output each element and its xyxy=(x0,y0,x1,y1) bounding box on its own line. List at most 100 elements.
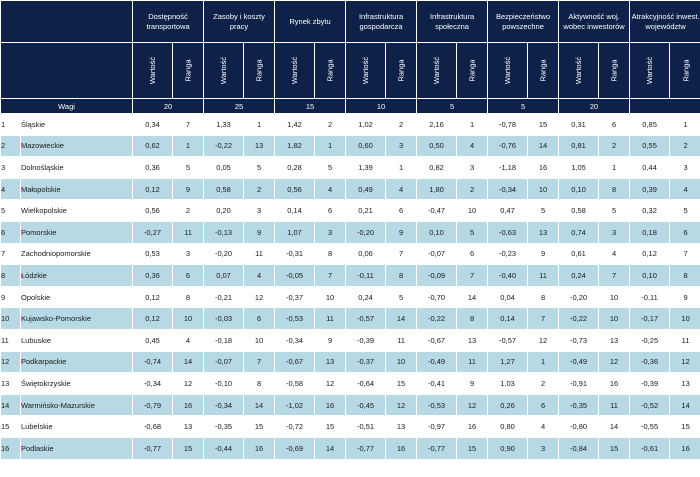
table-row: 12 Podkarpackie -0,74 14 -0,07 7 -0,67 13 -0,37 1… xyxy=(0,350,700,374)
value-cell: -0,13 xyxy=(203,220,245,244)
row-number: 13 xyxy=(0,372,21,395)
category-header: Infrastruktura społeczna xyxy=(416,0,489,43)
rank-cell: 10 xyxy=(171,307,205,330)
rank-cell: 9 xyxy=(456,372,489,395)
value-cell: 0,50 xyxy=(416,134,458,158)
rank-cell: 1 xyxy=(385,156,418,179)
weight-value: 15 xyxy=(274,98,347,114)
value-cell: -0,51 xyxy=(345,415,387,438)
value-cell: -0,11 xyxy=(629,285,671,309)
rank-cell: 5 xyxy=(669,199,700,222)
rank-cell: 11 xyxy=(243,242,276,266)
value-cell: 0,36 xyxy=(132,264,173,287)
rank-cell: 2 xyxy=(598,134,631,158)
rank-cell: 14 xyxy=(598,415,631,438)
value-cell: 1,33 xyxy=(203,113,245,136)
voivodeship-name: Kujawsko-Pomorskie xyxy=(20,307,133,330)
rank-cell: 4 xyxy=(385,177,418,201)
rank-cell: 13 xyxy=(456,328,489,352)
value-cell: 0,10 xyxy=(416,220,458,244)
value-cell: 2,16 xyxy=(416,113,458,136)
rank-cell: 7 xyxy=(598,264,631,287)
value-cell: -0,34 xyxy=(203,393,245,417)
value-cell: 0,81 xyxy=(558,134,600,158)
value-cell: 1,02 xyxy=(345,113,387,136)
value-label: Wartość xyxy=(645,56,655,85)
rank-cell: 5 xyxy=(527,199,560,222)
rank-cell: 6 xyxy=(243,307,276,330)
value-cell: -0,20 xyxy=(558,285,600,309)
rank-cell: 14 xyxy=(456,285,489,309)
value-cell: 0,10 xyxy=(558,177,600,201)
value-cell: -0,22 xyxy=(416,307,458,330)
voivodeship-name: Lubuskie xyxy=(20,328,133,352)
voivodeship-name: Dolnośląskie xyxy=(20,156,133,179)
value-cell: -0,79 xyxy=(132,393,173,417)
rank-cell: 14 xyxy=(527,134,560,158)
value-cell: 0,90 xyxy=(487,436,529,460)
value-cell: 1,07 xyxy=(274,220,316,244)
rank-cell: 5 xyxy=(314,156,347,179)
value-cell: -0,49 xyxy=(558,350,600,374)
rank-label: Ranga xyxy=(183,59,193,82)
rank-cell: 4 xyxy=(527,415,560,438)
table-row: 9 Opolskie 0,12 8 -0,21 12 -0,37 10 0,24 5 -0,70 14… xyxy=(0,285,700,309)
value-cell: -0,52 xyxy=(629,393,671,417)
rank-cell: 10 xyxy=(527,177,560,201)
value-label: Wartość xyxy=(147,56,157,85)
row-number: 14 xyxy=(0,393,21,417)
value-cell: -0,57 xyxy=(487,328,529,352)
rank-cell: 1 xyxy=(527,350,560,374)
value-cell: 1,39 xyxy=(345,156,387,179)
rank-subheader: Ranga xyxy=(598,42,631,99)
value-subheader: Wartość xyxy=(274,42,316,99)
rank-cell: 4 xyxy=(314,177,347,201)
value-cell: 0,12 xyxy=(629,242,671,266)
rank-cell: 14 xyxy=(669,393,700,417)
category-header: Rynek zbytu xyxy=(274,0,347,43)
table-row: 1 Śląskie 0,34 7 1,33 1 1,42 2 1,02 2 2,16 1 -0,78 15… xyxy=(0,113,700,136)
value-label: Wartość xyxy=(432,56,442,85)
value-cell: -0,34 xyxy=(132,372,173,395)
voivodeship-name: Lubelskie xyxy=(20,415,133,438)
value-cell: -0,34 xyxy=(487,177,529,201)
rank-cell: 6 xyxy=(385,199,418,222)
rank-cell: 9 xyxy=(527,242,560,266)
value-subheader: Wartość xyxy=(487,42,529,99)
value-cell: 1,82 xyxy=(274,134,316,158)
table-row: 14 Warmińsko-Mazurskie -0,79 16 -0,34 14 -1,02… xyxy=(0,393,700,417)
value-cell: 0,44 xyxy=(629,156,671,179)
value-cell: -0,07 xyxy=(203,350,245,374)
rank-cell: 7 xyxy=(456,264,489,287)
value-cell: -1,02 xyxy=(274,393,316,417)
value-cell: -0,53 xyxy=(274,307,316,330)
category-header: Dostępność transportowa xyxy=(131,0,205,43)
rank-cell: 10 xyxy=(385,350,418,374)
row-number: 1 xyxy=(0,113,21,136)
value-cell: -0,37 xyxy=(274,285,316,309)
rank-subheader: Ranga xyxy=(314,42,347,99)
value-cell: -0,80 xyxy=(558,415,600,438)
table-row: 7 Zachodniopomorskie 0,53 3 -0,20 11 -0,31 8 0,0… xyxy=(0,242,700,266)
rank-cell: 7 xyxy=(669,242,700,266)
rank-cell: 12 xyxy=(314,372,347,395)
rank-cell: 4 xyxy=(669,177,700,201)
value-cell: 0,56 xyxy=(274,177,316,201)
weight-value: 5 xyxy=(416,98,489,114)
value-cell: -0,78 xyxy=(487,113,529,136)
value-cell: -0,53 xyxy=(416,393,458,417)
table-row: 13 Świętokrzyskie -0,34 12 -0,10 8 -0,58 12 -0,6… xyxy=(0,372,700,395)
rank-cell: 8 xyxy=(456,307,489,330)
table-header: Dostępność transportowa Zasoby i koszty p… xyxy=(0,0,700,114)
rank-subheader: Ranga xyxy=(385,42,418,99)
rank-cell: 3 xyxy=(527,436,560,460)
rank-subheader: Ranga xyxy=(456,42,489,99)
value-cell: -0,37 xyxy=(345,350,387,374)
value-cell: -0,68 xyxy=(132,415,173,438)
row-number: 6 xyxy=(0,220,21,244)
rank-cell: 8 xyxy=(669,264,700,287)
value-cell: -0,47 xyxy=(416,199,458,222)
value-cell: -0,72 xyxy=(274,415,316,438)
value-cell: -0,20 xyxy=(203,242,245,266)
weight-value: 25 xyxy=(203,98,276,114)
